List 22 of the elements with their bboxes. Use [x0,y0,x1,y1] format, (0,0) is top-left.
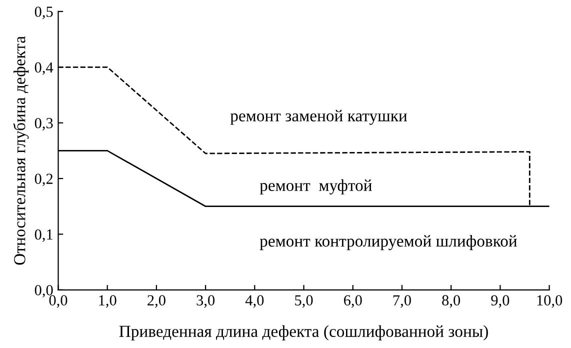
x-tick-label: 0,0 [49,295,68,308]
annotation: ремонт муфтой [260,179,372,194]
x-tick-label: 4,0 [245,295,264,308]
y-tick-label: 0,1 [34,229,52,242]
x-tick-label: 8,0 [442,295,460,308]
y-tick-label: 0,0 [34,285,53,298]
y-axis-title: Относительная глубина дефекта [13,36,29,265]
x-tick-label: 6,0 [344,295,362,308]
annotation: ремонт контролируемой шлифовкой [260,234,517,250]
x-tick-label: 2,0 [148,295,166,308]
y-tick-label: 0,2 [34,174,53,186]
x-tick-label: 7,0 [393,295,411,308]
x-tick-label: 5,0 [295,295,313,308]
y-tick-label: 0,5 [34,6,53,20]
x-axis-title: Приведенная длина дефекта (сошлифованной зоны) [119,325,488,340]
x-tick-label: 9,0 [491,295,510,308]
x-tick-label: 10,0 [537,295,562,308]
x-tick-label: 3,0 [196,295,215,308]
y-tick-label: 0,4 [34,62,54,75]
x-tick-label: 1,0 [99,295,116,308]
annotation: ремонт заменой катушки [230,110,408,125]
y-tick-label: 0,3 [34,118,53,130]
